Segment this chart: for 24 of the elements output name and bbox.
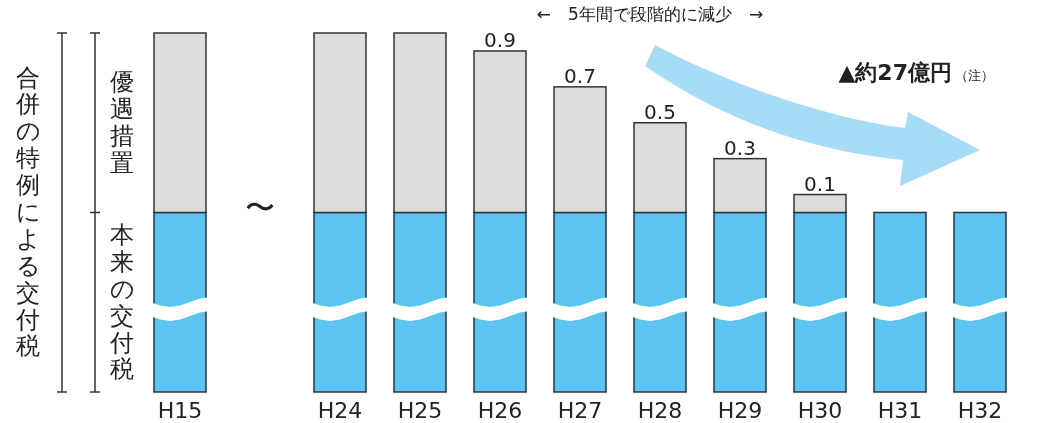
data-label: 0.9	[484, 27, 516, 52]
x-tick-label: H25	[397, 398, 443, 423]
x-tick-label: H29	[717, 398, 763, 423]
x-tick-label: H26	[477, 398, 523, 423]
text: ← 5年間で段階的に減少 →	[536, 4, 764, 24]
x-tick-label: H31	[877, 398, 923, 423]
x-tick-label: H24	[317, 398, 363, 423]
data-label: 0.7	[564, 63, 596, 88]
x-tick-label: H32	[957, 398, 1003, 423]
data-label: 0.1	[804, 171, 836, 196]
x-tick-label: H27	[557, 398, 603, 423]
data-label: 0.3	[724, 135, 756, 160]
annotation: （注）	[955, 68, 994, 83]
text: 合併の特例による交付税	[15, 63, 41, 361]
x-tick-label: H30	[797, 398, 843, 423]
data-label: 0.5	[644, 99, 676, 124]
x-tick-label: H28	[637, 398, 683, 423]
x-tick-label: H15	[157, 398, 203, 423]
bar	[953, 211, 1007, 393]
legend-label: 本来の交付税	[109, 221, 135, 384]
annotation: 〜	[245, 190, 275, 225]
series-label: 優遇措置	[110, 68, 134, 178]
bar	[873, 211, 927, 393]
annotation: ▲約27億円	[838, 60, 952, 85]
